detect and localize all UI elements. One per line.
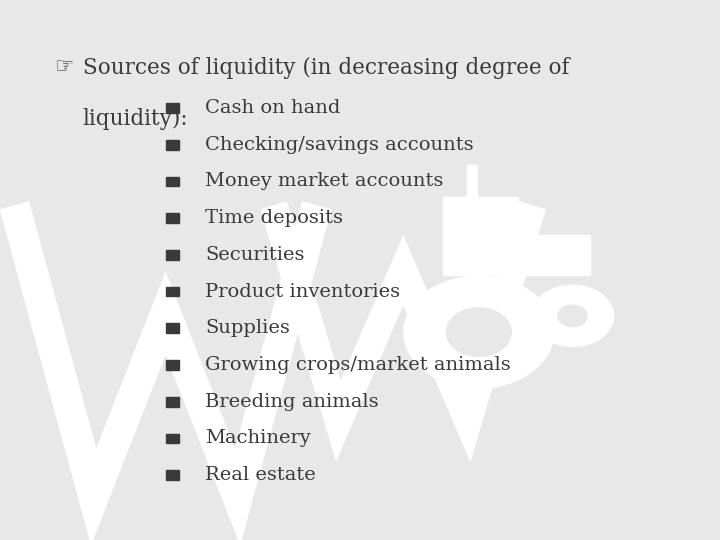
Text: Securities: Securities: [205, 246, 305, 264]
Text: Real estate: Real estate: [205, 466, 316, 484]
Text: Product inventories: Product inventories: [205, 282, 400, 301]
Text: Growing crops/market animals: Growing crops/market animals: [205, 356, 511, 374]
Bar: [166, 177, 179, 186]
Bar: [166, 103, 179, 113]
Bar: [166, 250, 179, 260]
Bar: [166, 213, 179, 223]
Text: Cash on hand: Cash on hand: [205, 99, 341, 117]
Text: Breeding animals: Breeding animals: [205, 393, 379, 411]
Text: ☞: ☞: [54, 57, 73, 77]
Text: Checking/savings accounts: Checking/savings accounts: [205, 136, 474, 154]
Bar: [166, 360, 179, 370]
Text: Supplies: Supplies: [205, 319, 290, 338]
Bar: [166, 140, 179, 150]
Bar: [166, 323, 179, 333]
Bar: [166, 470, 179, 480]
Bar: [166, 397, 179, 407]
Text: liquidity):: liquidity):: [83, 108, 189, 130]
Circle shape: [446, 308, 511, 356]
Circle shape: [531, 285, 614, 347]
Polygon shape: [515, 235, 590, 251]
Text: Machinery: Machinery: [205, 429, 311, 448]
Text: Sources of liquidity (in decreasing degree of: Sources of liquidity (in decreasing degr…: [83, 57, 570, 79]
Text: Money market accounts: Money market accounts: [205, 172, 444, 191]
Circle shape: [403, 275, 554, 389]
Circle shape: [558, 305, 587, 327]
Bar: [166, 287, 179, 296]
Bar: [166, 434, 179, 443]
Polygon shape: [443, 197, 518, 251]
Text: Time deposits: Time deposits: [205, 209, 343, 227]
Polygon shape: [443, 251, 590, 275]
Polygon shape: [467, 165, 477, 197]
